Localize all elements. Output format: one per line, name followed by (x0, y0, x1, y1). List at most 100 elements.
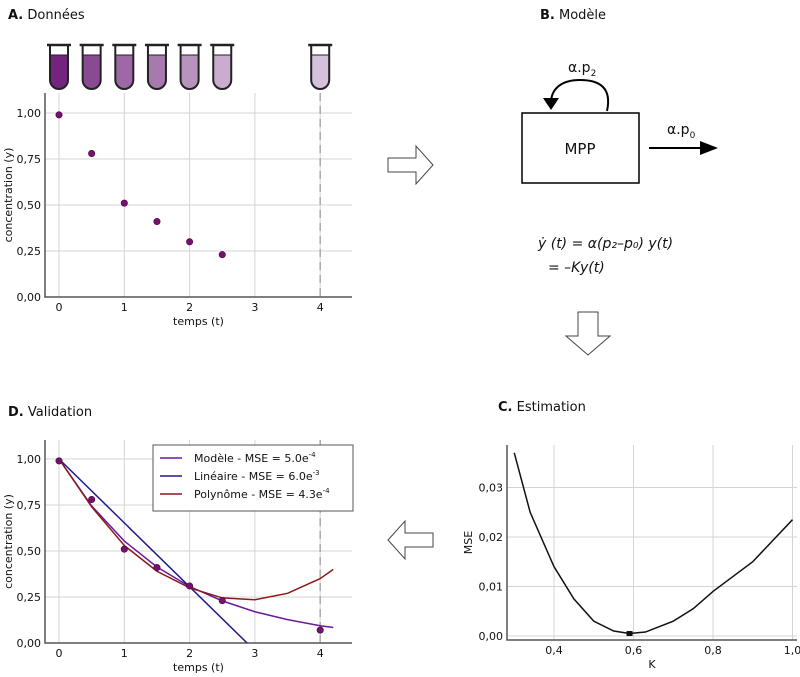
y-tick-label: 0,00 (479, 630, 504, 643)
equation-line-1: ẏ (t) = α(p₂–p₀) y(t) (537, 236, 673, 252)
x-tick-label: 4 (317, 301, 324, 314)
tube-outline (49, 45, 69, 90)
legend-entry: Polynôme - MSE = 4.3e-4 (194, 487, 330, 501)
y-tick-label: 0,01 (479, 581, 504, 594)
y-tick-label: 0,03 (479, 482, 504, 495)
data-point (120, 545, 128, 553)
data-point (186, 238, 194, 246)
tube-liquid (50, 55, 68, 89)
series-line-1 (58, 458, 248, 643)
tube-outline (310, 45, 331, 90)
x-tick-label: 0,8 (704, 644, 722, 657)
arrow-left-icon (387, 519, 434, 561)
loop-label: α.p2 (568, 60, 596, 79)
output-label: α.p0 (667, 122, 696, 141)
arrow-right-icon (387, 144, 434, 186)
tube-outline (81, 45, 102, 90)
x-tick-label: 3 (251, 647, 258, 660)
data-point (153, 564, 161, 572)
x-tick-label: 2 (186, 647, 193, 660)
arrow-down-icon (564, 311, 612, 356)
test-tube-icon (144, 43, 169, 90)
y-axis-label: concentration (y) (2, 494, 15, 589)
legend-entry: Modèle - MSE = 5.0e-4 (194, 451, 316, 465)
chart-a: 0 1 2 3 4 0,00 0,25 0,50 0,75 1,00 temps (t) concen… (2, 93, 352, 328)
data-point (120, 199, 128, 207)
model-diagram: MPP α.p2 α.p0 ẏ (t) = α(p₂–p₀) y(t) = –K… (521, 60, 718, 276)
legend-exponent: -4 (309, 451, 317, 459)
y-tick-label: 1,00 (17, 453, 42, 466)
legend-label: Modèle - MSE = 5.0e (194, 452, 309, 465)
y-tick-label: 1,00 (17, 107, 42, 120)
test-tube-icon (210, 43, 235, 90)
y-axis-label: MSE (462, 531, 475, 554)
tube-liquid (213, 55, 232, 89)
x-tick-label: 0,6 (625, 644, 643, 657)
tube-liquid (180, 55, 199, 89)
x-tick-label: 1 (121, 301, 128, 314)
x-tick-label: 1,0 (784, 644, 800, 657)
test-tube-icon (47, 43, 71, 90)
x-tick-label: 3 (251, 301, 258, 314)
output-arrowhead-icon (700, 141, 718, 155)
equation-line-2: = –Ky(t) (548, 260, 605, 276)
x-axis-label: temps (t) (173, 661, 224, 673)
data-point (55, 111, 63, 119)
x-tick-label: 0 (56, 301, 63, 314)
y-tick-label: 0,02 (479, 531, 504, 544)
x-tick-label: 0,4 (545, 644, 563, 657)
tube-outline (114, 45, 135, 90)
mpp-label: MPP (564, 140, 595, 158)
y-tick-label: 0,75 (17, 499, 42, 512)
x-axis-label: temps (t) (173, 315, 224, 328)
y-axis-label: concentration (y) (2, 148, 15, 243)
series-line-2 (58, 458, 334, 601)
legend-exponent: -4 (323, 487, 331, 495)
axes (44, 440, 352, 644)
legend-exponent: -3 (313, 469, 320, 477)
tube-liquid (311, 55, 330, 89)
y-tick-label: 0,50 (17, 545, 42, 558)
data-point (218, 597, 226, 605)
minimum-marker (626, 631, 633, 637)
data-point (88, 495, 96, 503)
tube-liquid (82, 55, 101, 89)
test-tube-icon (79, 43, 104, 90)
data-point (218, 251, 226, 259)
panel-b-title: B. Modèle (540, 8, 606, 23)
panel-c-title: C. Estimation (498, 400, 586, 415)
axes (506, 445, 797, 641)
chart-d: 0 1 2 3 4 0,00 0,25 0,50 0,75 1,00 temps (t) concen… (2, 440, 354, 674)
feedback-arrowhead-icon (543, 98, 559, 110)
tube-liquid (115, 55, 134, 89)
data-point (88, 149, 96, 157)
x-tick-label: 0 (56, 647, 63, 660)
y-tick-label: 0,00 (17, 291, 42, 304)
y-tick-label: 0,25 (17, 245, 42, 258)
test-tube-icon (112, 43, 137, 90)
tube-outline (146, 45, 167, 90)
data-point (153, 218, 161, 226)
mpp-box (521, 112, 640, 184)
x-tick-label: 4 (317, 647, 324, 660)
data-point (186, 582, 194, 590)
test-tube-icon (177, 43, 202, 90)
series-line-0 (58, 458, 334, 629)
legend-label: Polynôme - MSE = 4.3e (194, 488, 323, 501)
axes (44, 93, 352, 298)
tube-outline (212, 45, 233, 90)
feedback-arrow (550, 78, 610, 112)
tube-liquid (147, 55, 166, 89)
x-axis-label: K (648, 658, 656, 671)
panel-d-title: D. Validation (8, 405, 92, 420)
y-tick-label: 0,75 (17, 153, 42, 166)
test-tubes (47, 43, 333, 90)
data-point (316, 626, 324, 634)
legend-box (152, 444, 354, 512)
data-point (55, 457, 63, 465)
test-tube-icon (308, 43, 333, 90)
y-tick-label: 0,50 (17, 199, 42, 212)
legend-label: Linéaire - MSE = 6.0e (194, 470, 313, 483)
